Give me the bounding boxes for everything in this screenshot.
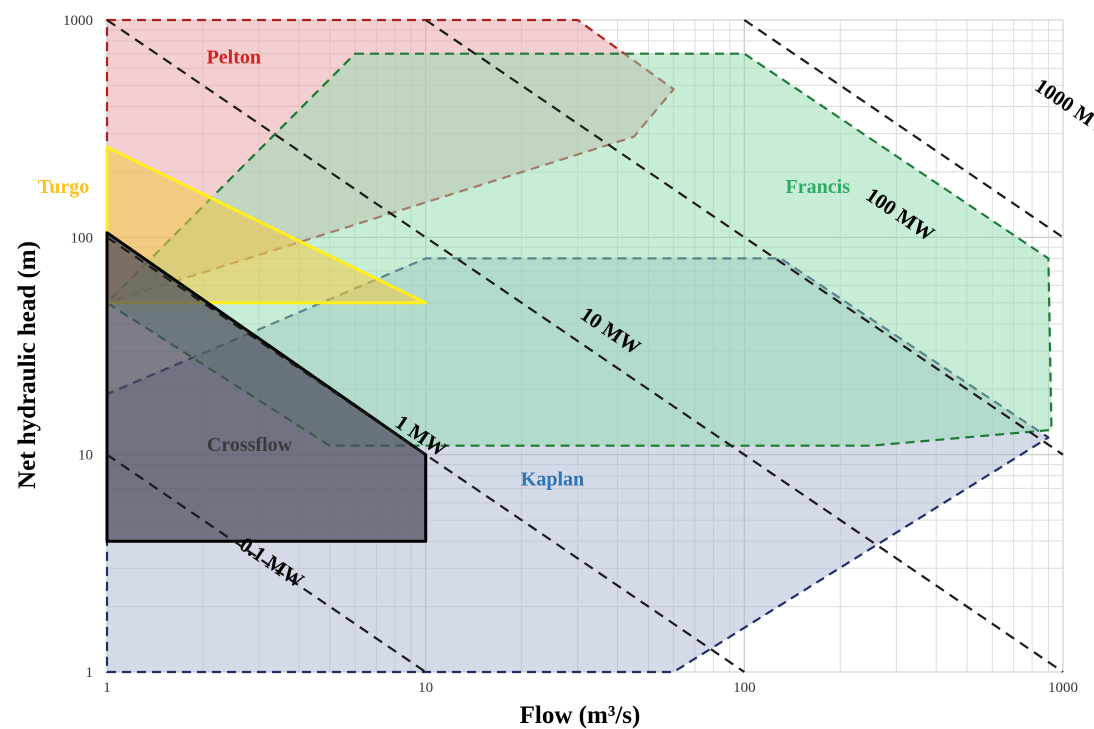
x-tick-label: 1000 [1048, 680, 1078, 696]
power-line [106, 19, 1064, 673]
x-tick-label: 100 [733, 680, 756, 696]
y-tick-label: 100 [71, 230, 94, 246]
y-axis-label: Net hydraulic head (m) [14, 241, 41, 489]
region-label-turgo: Turgo [38, 176, 90, 198]
power-line [106, 453, 427, 673]
power-line [743, 19, 1064, 239]
power-line [106, 236, 745, 673]
x-tick-label: 1 [103, 680, 111, 696]
power-line [425, 19, 1064, 456]
y-tick-label: 1000 [63, 13, 93, 29]
region-label-pelton: Pelton [207, 47, 261, 69]
x-tick-label: 10 [418, 680, 433, 696]
power-lines [106, 19, 1064, 673]
region-crossflow [105, 231, 428, 543]
region-label-kaplan: Kaplan [521, 469, 584, 491]
region-label-crossflow: Crossflow [207, 434, 293, 456]
y-tick-label: 1 [86, 665, 94, 681]
tick-labels: 1 10 100 1000 1 10 100 1000 [63, 13, 1078, 696]
y-tick-label: 10 [78, 448, 93, 464]
region-francis [105, 52, 1053, 447]
region-label-francis: Francis [786, 176, 851, 198]
x-axis-label: Flow (m³/s) [520, 702, 641, 729]
region-turgo [105, 145, 428, 305]
turbine-regions [105, 18, 1053, 674]
